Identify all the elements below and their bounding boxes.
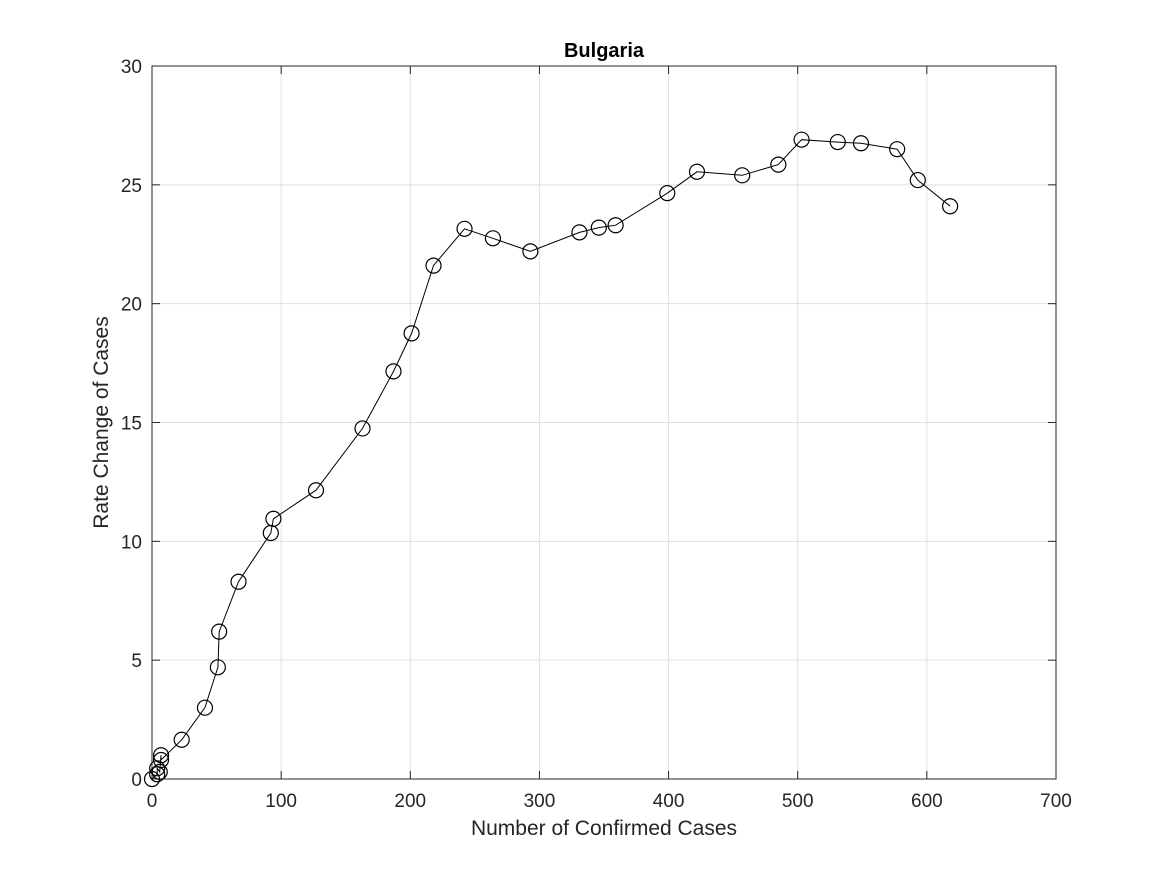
grid-lines [152,66,1056,779]
data-point-marker [403,325,420,342]
data-point-marker [151,763,168,780]
y-tick-label: 30 [121,57,142,78]
x-tick-label: 600 [911,791,943,812]
x-tick-label: 500 [782,791,814,812]
data-point-marker [734,167,751,184]
data-point-marker [571,224,588,241]
data-point-marker [909,171,926,189]
data-point-marker [590,219,607,236]
data-point-marker [149,760,166,777]
data-point-marker [152,747,170,764]
data-point-marker [354,420,371,437]
data-point-marker [522,243,539,260]
data-point-marker [152,751,170,769]
data-point-marker [889,141,906,158]
data-point-marker [484,230,502,247]
x-axis-label: Number of Confirmed Cases [471,817,737,840]
y-tick-label: 10 [121,532,142,553]
y-tick-label: 15 [121,414,142,435]
x-tick-label: 700 [1040,791,1072,812]
chart-title: Bulgaria [564,40,645,62]
data-point-marker [196,699,214,716]
data-series [143,131,959,788]
data-point-marker [307,482,325,499]
data-point-marker [607,217,624,234]
data-point-marker [211,623,228,640]
data-point-marker [425,257,442,274]
data-point-marker [265,510,282,527]
data-point-marker [829,133,846,151]
x-tick-label: 200 [394,791,426,812]
y-tick-label: 25 [121,176,142,197]
y-tick-label: 0 [131,770,142,791]
data-point-marker [385,363,402,380]
x-tick-label: 100 [265,791,297,812]
data-point-marker [688,163,706,180]
data-point-marker [942,198,959,215]
data-point-marker [209,659,226,676]
axis-ticks: 0 100 200 300 400 500 600 700 0 5 10 15 20 25 30 [121,57,1072,812]
data-point-marker [456,220,473,237]
x-tick-label: 300 [524,791,556,812]
data-point-marker [793,131,810,148]
x-tick-label: 0 [147,791,158,812]
x-tick-label: 400 [653,791,685,812]
y-tick-label: 5 [131,651,142,672]
y-tick-label: 20 [121,295,142,316]
data-point-marker [230,573,247,590]
data-point-marker [852,135,870,152]
data-point-marker [659,185,676,202]
data-point-marker [770,156,787,173]
series-line [151,139,951,780]
y-axis-label: Rate Change of Cases [90,316,113,528]
data-point-marker [173,731,190,748]
